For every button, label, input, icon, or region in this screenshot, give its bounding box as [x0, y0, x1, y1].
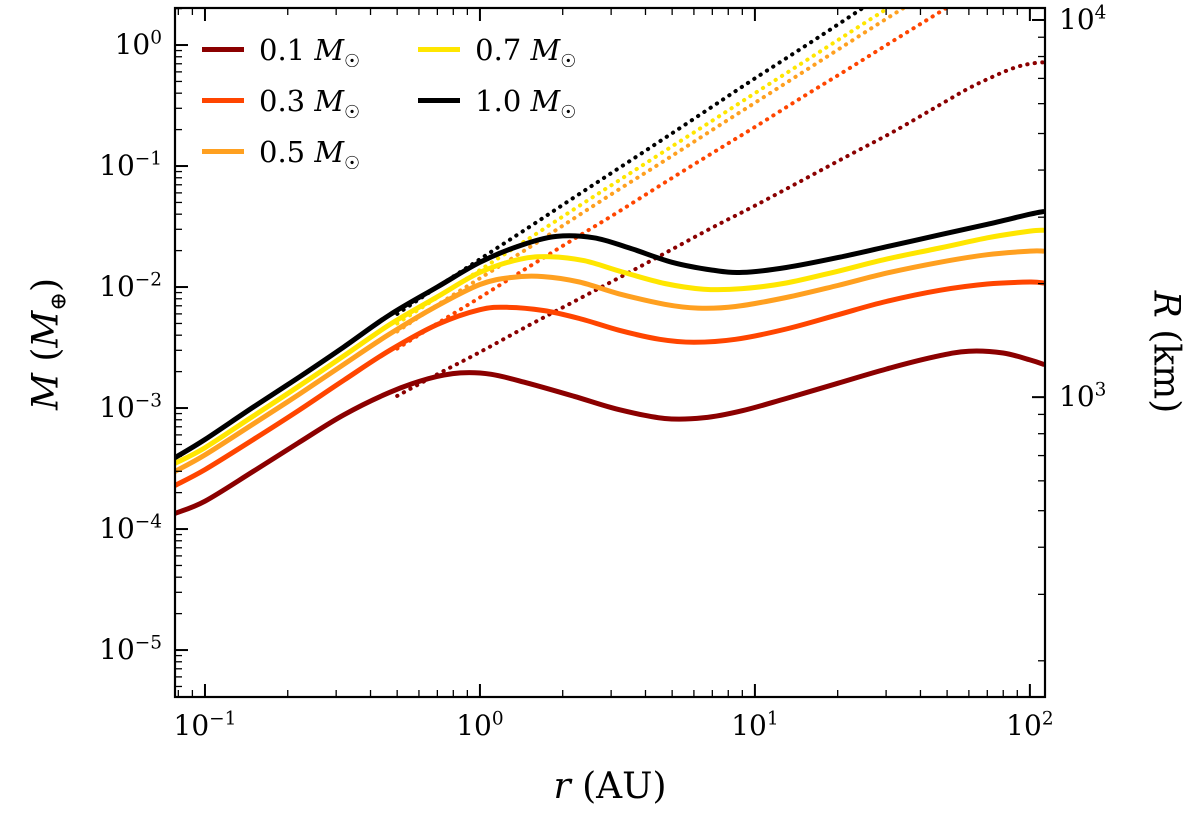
plot-area-border: [173, 6, 1047, 699]
legend-item-label: 0.5 M☉: [259, 134, 361, 174]
legend-item-label: 0.7 M☉: [475, 32, 577, 72]
y-tick-label: 10−5: [99, 632, 162, 667]
series-group: [175, 8, 1045, 516]
series-0.1Msun-dotted: [395, 60, 1045, 398]
x-tick-label: 101: [731, 708, 779, 742]
legend-item: 1.0 M☉: [418, 83, 577, 123]
series-0.3Msun: [175, 279, 1045, 488]
y-tick-label: 10−1: [99, 148, 162, 183]
x-tick-label: 10−1: [173, 708, 237, 742]
series-0.7Msun: [175, 227, 1045, 466]
legend-swatch: [418, 98, 461, 103]
legend-item: 0.5 M☉: [202, 134, 361, 174]
legend-item: 0.1 M☉: [202, 32, 361, 72]
y-tick-label: 10−4: [99, 511, 162, 546]
legend-item-label: 0.3 M☉: [259, 83, 361, 123]
legend-item: 0.7 M☉: [418, 32, 577, 72]
legend-swatch: [202, 149, 244, 154]
legend-item: 0.3 M☉: [202, 83, 361, 123]
r-tick-label: 103: [1059, 379, 1107, 414]
legend-swatch: [202, 98, 244, 103]
y-tick-label: 10−3: [99, 390, 162, 425]
y-tick-label: 100: [114, 27, 162, 62]
series-1.0Msun-dotted: [395, 8, 867, 316]
y-tick-label: 10−2: [99, 269, 162, 304]
series-0.3Msun-dotted: [395, 8, 951, 351]
r-tick-label: 104: [1059, 2, 1107, 36]
legend-swatch: [418, 47, 461, 52]
legend-item-label: 1.0 M☉: [475, 83, 577, 123]
series-0.5Msun-dotted: [395, 8, 908, 334]
x-tick-label: 102: [1006, 708, 1054, 742]
legend-swatch: [202, 47, 244, 52]
series-0.5Msun: [175, 248, 1045, 474]
axis-ticks: [175, 7, 1045, 697]
series-1.0Msun: [175, 209, 1045, 460]
y-axis-label-right: R (km): [1145, 290, 1187, 414]
legend: 0.1 M☉ 0.3 M☉ 0.5 M☉ 0.7 M☉ 1.0 M☉: [202, 24, 576, 177]
x-axis-label: r (AU): [553, 766, 667, 807]
legend-item-label: 0.1 M☉: [259, 32, 361, 72]
x-tick-label: 100: [456, 708, 504, 742]
y-axis-label-left: M (M⊕): [25, 278, 72, 410]
series-0.1Msun: [175, 348, 1045, 516]
